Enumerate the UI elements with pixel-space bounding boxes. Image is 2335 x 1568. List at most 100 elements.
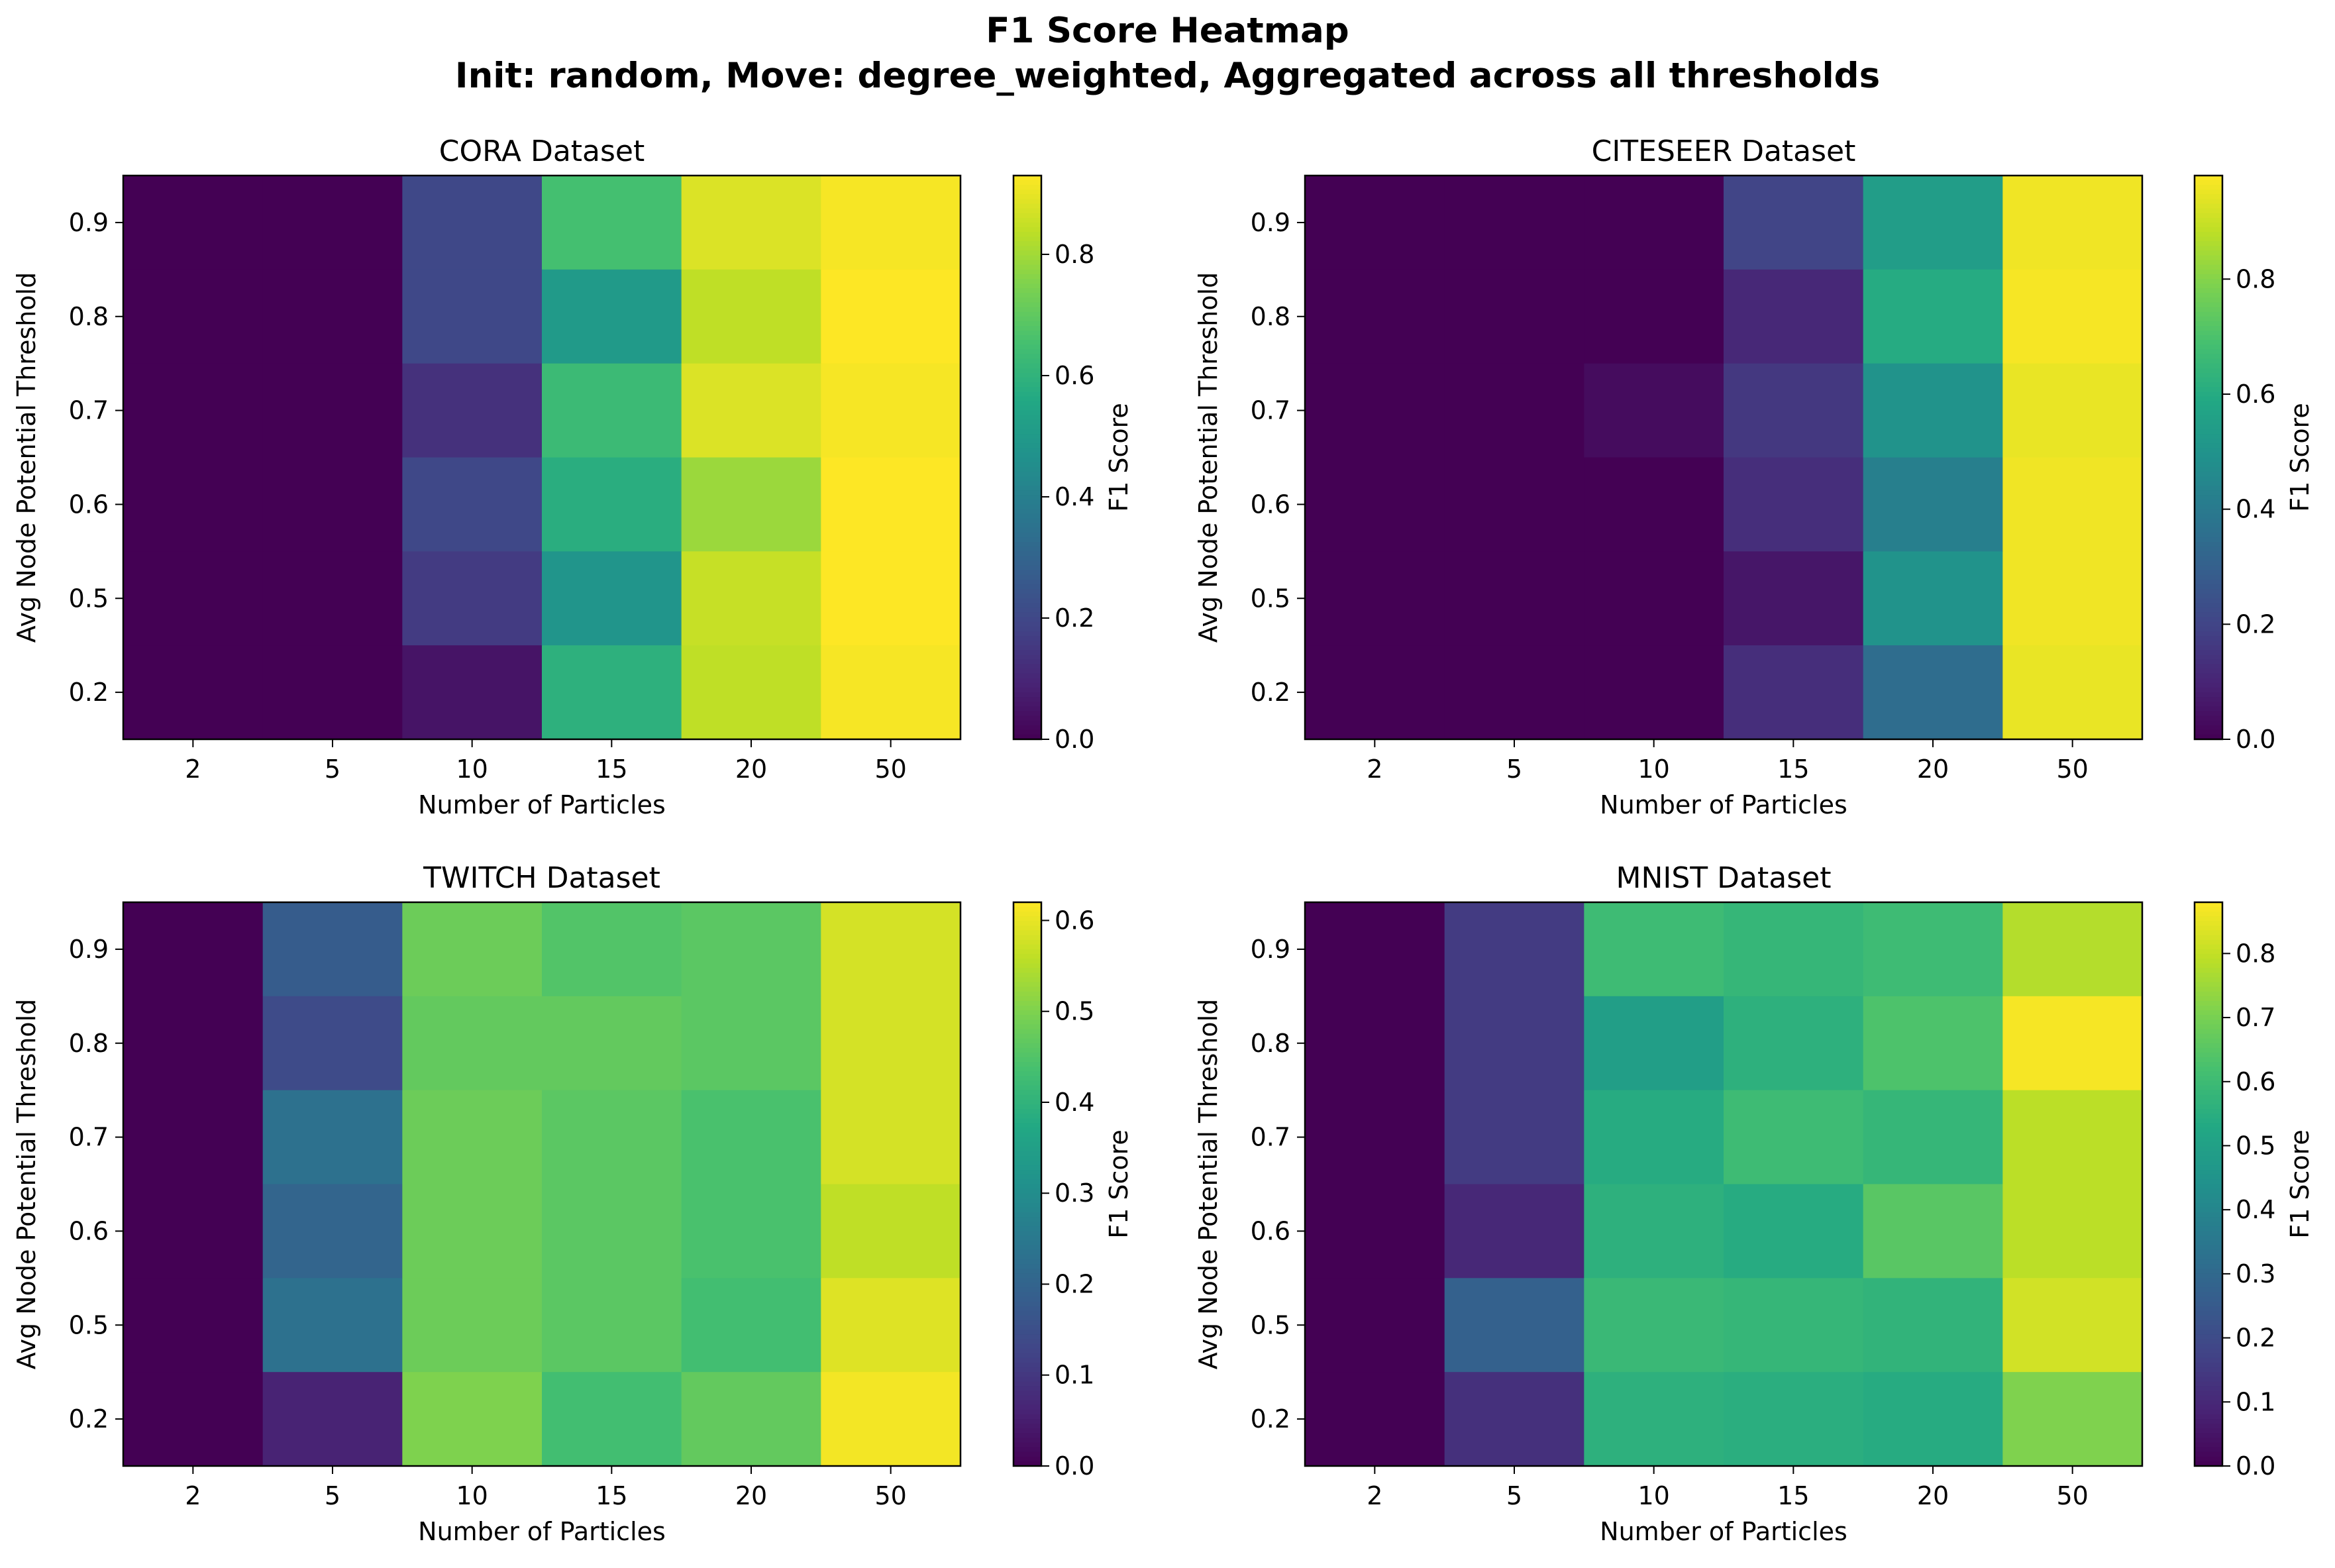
cora-colorbar-swatch (1013, 518, 1041, 524)
mnist-y-tick-label: 0.8 (1251, 1029, 1290, 1058)
twitch-colorbar-tick-label: 0.2 (1055, 1269, 1094, 1298)
twitch-heatmap-cell (123, 1372, 264, 1467)
twitch-panel-title: TWITCH Dataset (423, 861, 660, 895)
cora-colorbar-frame (1012, 174, 1043, 741)
citeseer-colorbar-swatch (2195, 288, 2222, 293)
cora-colorbar-swatch (1013, 692, 1041, 698)
citeseer-colorbar-swatch (2195, 720, 2222, 726)
cora-colorbar-swatch (1013, 594, 1041, 599)
citeseer-colorbar-tick-label: 0.8 (2236, 264, 2275, 293)
twitch-colorbar-swatch (1013, 1114, 1041, 1119)
mnist-colorbar-swatch (2195, 1226, 2222, 1232)
mnist-colorbar-swatch (2195, 1372, 2222, 1377)
mnist-colorbar-swatch (2195, 1334, 2222, 1340)
citeseer-colorbar-swatch (2195, 682, 2222, 688)
mnist-heatmap-cell (1444, 1372, 1584, 1467)
citeseer-heatmap-cell (1724, 645, 1864, 740)
twitch-colorbar-swatch (1013, 1296, 1041, 1302)
mnist-colorbar-swatch (2195, 930, 2222, 936)
citeseer-heatmap-cell (1444, 551, 1584, 646)
twitch-colorbar-swatch (1013, 1254, 1041, 1260)
twitch-colorbar-swatch (1013, 1301, 1041, 1307)
mnist-colorbar-frame (2193, 901, 2224, 1467)
citeseer-colorbar-swatch (2195, 424, 2222, 430)
twitch-colorbar-tick-label: 0.3 (1055, 1178, 1094, 1208)
cora-colorbar-swatch (1013, 189, 1041, 195)
mnist-plot-frame (1304, 901, 2144, 1467)
twitch-colorbar-swatch (1013, 1052, 1041, 1058)
twitch-colorbar-swatch (1013, 1419, 1041, 1424)
twitch-y-tick-label: 0.7 (69, 1123, 109, 1152)
citeseer-colorbar-swatch (2195, 499, 2222, 505)
citeseer-x-tick-label: 2 (1367, 755, 1382, 784)
citeseer-colorbar-swatch (2195, 650, 2222, 655)
cora-colorbar-swatch (1013, 419, 1041, 425)
citeseer-colorbar-swatch (2195, 542, 2222, 547)
mnist-colorbar-swatch (2195, 935, 2222, 941)
twitch-colorbar-swatch (1013, 977, 1041, 983)
citeseer-colorbar-swatch (2195, 269, 2222, 275)
mnist-colorbar-tick-label: 0.5 (2236, 1131, 2275, 1160)
mnist-colorbar-swatch (2195, 1316, 2222, 1321)
mnist-colorbar-swatch (2195, 1245, 2222, 1251)
cora-colorbar-swatch (1013, 311, 1041, 317)
twitch-heatmap-cell (821, 996, 961, 1091)
cora-heatmap-cell (542, 269, 682, 364)
cora-heatmap-cell (123, 551, 264, 646)
cora-colorbar-swatch (1013, 176, 1041, 181)
cora-colorbar-swatch (1013, 725, 1041, 731)
mnist-colorbar-swatch (2195, 1179, 2222, 1185)
cora-colorbar-swatch (1013, 429, 1041, 435)
cora-colorbar-swatch (1013, 246, 1041, 252)
twitch-heatmap-cell (402, 1372, 543, 1467)
citeseer-heatmap-cell (1863, 176, 2003, 270)
cora-heatmap-cell (681, 551, 821, 646)
cora-x-axis-label: Number of Particles (418, 790, 666, 819)
twitch-colorbar-swatch (1013, 1094, 1041, 1100)
citeseer-colorbar-swatch (2195, 706, 2222, 712)
twitch-heatmap-cell (542, 996, 682, 1091)
citeseer-y-tick-label: 0.7 (1251, 396, 1290, 425)
mnist-x-tick-label: 5 (1506, 1481, 1522, 1510)
cora-colorbar-swatch (1013, 697, 1041, 702)
cora-colorbar-swatch (1013, 274, 1041, 280)
cora-colorbar-swatch (1013, 527, 1041, 533)
citeseer-colorbar-swatch (2195, 264, 2222, 270)
mnist-heatmap-cell (1863, 1278, 2003, 1373)
cora-heatmap-cell (402, 363, 543, 458)
mnist-colorbar-swatch (2195, 1080, 2222, 1086)
twitch-heatmap-cell (681, 1184, 821, 1279)
citeseer-colorbar-swatch (2195, 217, 2222, 223)
mnist-colorbar-swatch (2195, 1301, 2222, 1307)
cora-colorbar-swatch (1013, 570, 1041, 576)
mnist-colorbar-swatch (2195, 1442, 2222, 1448)
cora-colorbar-swatch (1013, 542, 1041, 547)
citeseer-heatmap-cell (2002, 363, 2143, 458)
cora-colorbar-swatch (1013, 682, 1041, 688)
twitch-colorbar-swatch (1013, 1000, 1041, 1006)
citeseer-colorbar-swatch (2195, 678, 2222, 684)
mnist-heatmap-cell (2002, 1372, 2143, 1467)
twitch-heatmap-cell (123, 1278, 264, 1373)
cora-heatmap-cell (821, 176, 961, 270)
mnist-colorbar-swatch (2195, 1000, 2222, 1006)
citeseer-colorbar-swatch (2195, 556, 2222, 562)
cora-colorbar-swatch (1013, 537, 1041, 543)
citeseer-colorbar-swatch (2195, 603, 2222, 609)
citeseer-colorbar-swatch (2195, 434, 2222, 439)
twitch-colorbar-swatch (1013, 1141, 1041, 1147)
cora-colorbar-swatch (1013, 344, 1041, 350)
cora-colorbar-swatch (1013, 396, 1041, 401)
mnist-y-tick-label: 0.6 (1251, 1216, 1290, 1245)
citeseer-colorbar-swatch (2195, 729, 2222, 735)
citeseer-colorbar-swatch (2195, 227, 2222, 233)
cora-heatmap-cell (123, 645, 264, 740)
mnist-colorbar-swatch (2195, 1273, 2222, 1279)
mnist-heatmap-cell (1444, 1184, 1584, 1279)
cora-colorbar-swatch (1013, 734, 1041, 740)
citeseer-colorbar-tick-label: 0.0 (2236, 725, 2275, 754)
mnist-heatmap-cell (1724, 1372, 1864, 1467)
citeseer-colorbar-swatch (2195, 241, 2222, 246)
citeseer-colorbar-swatch (2195, 405, 2222, 411)
citeseer-heatmap-cell (2002, 551, 2143, 646)
